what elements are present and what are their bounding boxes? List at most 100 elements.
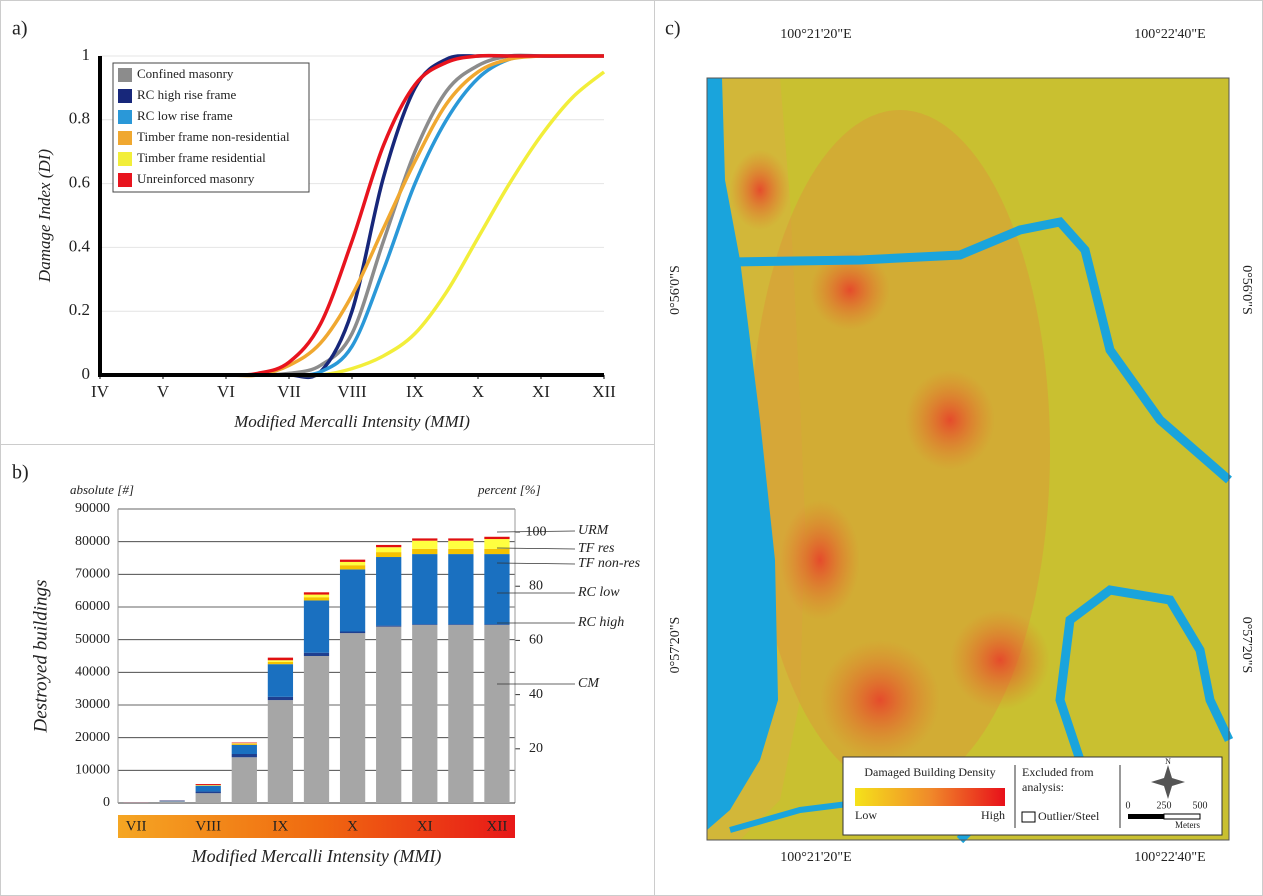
- y-tick-label: 50000: [75, 632, 110, 647]
- bar-segment: [231, 744, 257, 754]
- x-tick-label: VII: [277, 382, 301, 401]
- x-axis-title: Modified Mercalli Intensity (MMI): [191, 846, 442, 867]
- series-label: RC low: [577, 585, 620, 600]
- legend-box: [112, 62, 310, 193]
- legend-label: Timber frame residential: [137, 150, 266, 165]
- y2-tick-label: 60: [529, 633, 543, 648]
- bar-segment: [303, 597, 330, 601]
- legend-excluded: Excluded from analysis:: [1022, 765, 1094, 794]
- y-tick-label: 10000: [75, 763, 110, 778]
- bar-segment: [484, 548, 510, 555]
- bar-segment: [448, 538, 474, 541]
- y-tick-label: 90000: [75, 501, 110, 516]
- bar-segment: [195, 793, 221, 803]
- bar-segment: [303, 594, 330, 598]
- y-tick-label: 0: [82, 364, 91, 383]
- legend-swatch: [118, 173, 132, 187]
- bar-segment: [267, 700, 294, 803]
- bar-segment: [123, 802, 149, 803]
- y-tick-label: 30000: [75, 697, 110, 712]
- y-axis-title: Destroyed buildings: [30, 580, 51, 734]
- x-tick-label: XI: [417, 818, 433, 834]
- coord-label: 0°57'20"S: [1239, 617, 1254, 674]
- y-tick-label: 40000: [75, 665, 110, 680]
- bar-segment: [195, 785, 221, 792]
- coord-label: 100°22'40"E: [1134, 27, 1205, 42]
- panel-label: a): [12, 18, 28, 40]
- bar-segment: [267, 660, 294, 662]
- coord-label: 0°57'20"S: [668, 617, 683, 674]
- legend-high: High: [981, 808, 1005, 822]
- legend-label: RC high rise frame: [137, 87, 237, 102]
- bar-segment: [231, 757, 257, 803]
- legend-label: Unreinforced masonry: [137, 171, 255, 186]
- map: [706, 77, 1234, 844]
- panel-label: b): [12, 462, 29, 484]
- bar-segment: [159, 801, 185, 803]
- y-tick-label: 70000: [75, 567, 110, 582]
- mmi-ramp: [118, 815, 515, 838]
- coord-label: 100°21'20"E: [780, 27, 851, 42]
- coord-label: 0°56'0"S: [1239, 265, 1254, 315]
- bar-segment: [376, 544, 402, 548]
- map-hotspot: [820, 640, 940, 760]
- map-frame: [706, 77, 1230, 841]
- bar-segment: [267, 696, 294, 701]
- legend-label: Confined masonry: [137, 66, 234, 81]
- bar-segment: [303, 656, 330, 803]
- bar-segment: [412, 624, 438, 625]
- y-tick-label: 0.8: [69, 109, 90, 128]
- bar-segment: [412, 554, 438, 625]
- bar-segment: [448, 624, 474, 625]
- bar-segment: [159, 800, 185, 802]
- y-tick-label: 80000: [75, 534, 110, 549]
- coord-label: 100°22'40"E: [1134, 850, 1205, 865]
- panel-label: c): [665, 18, 681, 40]
- bar-segment: [376, 557, 402, 626]
- y-axis-title: Damage Index (DI): [35, 149, 54, 283]
- series-label: TF non-res: [578, 556, 641, 571]
- series-label: TF res: [578, 541, 615, 556]
- x-tick-label: VI: [217, 382, 235, 401]
- legend-swatch: [118, 131, 132, 145]
- bar-segment: [376, 552, 402, 558]
- bar-segment: [448, 624, 474, 803]
- legend-excluded-line: analysis:: [1022, 780, 1064, 794]
- x-tick-label: X: [347, 818, 358, 834]
- y-tick-label: 20000: [75, 730, 110, 745]
- scale-label: 0: [1126, 800, 1131, 811]
- bar-segment: [484, 539, 510, 549]
- y2-tick-label: 80: [529, 578, 543, 593]
- x-tick-label: IX: [406, 382, 424, 401]
- legend-swatch: [118, 152, 132, 166]
- x-tick-label: VIII: [337, 382, 367, 401]
- bar-segment: [339, 633, 366, 803]
- bar-segment: [484, 536, 510, 540]
- legend-label: Timber frame non-residential: [137, 129, 290, 144]
- x-tick-label: IV: [91, 382, 110, 401]
- bar-segment: [303, 600, 330, 653]
- bar-segment: [376, 626, 402, 803]
- y-tick-label: 0.6: [69, 173, 90, 192]
- bar-segment: [412, 538, 438, 541]
- bar-segment: [267, 661, 294, 665]
- annotation-leader: [496, 530, 576, 533]
- bar-segment: [303, 652, 330, 656]
- x-axis-title: Modified Mercalli Intensity (MMI): [233, 412, 470, 431]
- x-tick-label: X: [472, 382, 484, 401]
- series-label: RC high: [577, 615, 624, 630]
- annotation-leader: [496, 547, 576, 550]
- coord-label: 0°56'0"S: [668, 265, 683, 315]
- bar-segment: [231, 743, 257, 744]
- x-tick-label: XII: [592, 382, 616, 401]
- map-river: [729, 217, 1232, 484]
- bar-segment: [484, 624, 510, 625]
- map-hotspot: [810, 250, 890, 330]
- map-sea: [707, 78, 778, 830]
- bar-segment: [448, 548, 474, 555]
- map-hotspot: [905, 370, 995, 470]
- x-tick-label: VIII: [195, 818, 221, 834]
- bar-segment: [448, 540, 474, 549]
- outlier-swatch: [1021, 811, 1036, 823]
